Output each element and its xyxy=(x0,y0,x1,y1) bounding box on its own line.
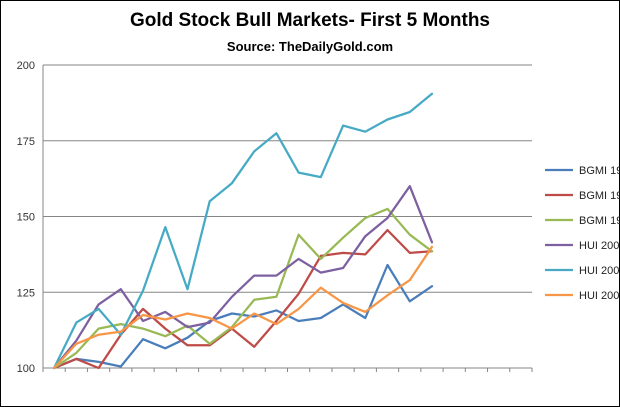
y-tick-label: 150 xyxy=(17,212,35,224)
y-tick-label: 200 xyxy=(17,60,35,72)
chart-subtitle: Source: TheDailyGold.com xyxy=(226,39,394,54)
series-line-hui-2008 xyxy=(52,92,434,370)
legend: BGMI 1960 BGMI 1970 BGMI 1976 HUI 2000 HUI 2… xyxy=(545,165,620,302)
y-axis-ticks: 100 125 150 175 200 xyxy=(17,60,35,375)
series-line-hui-2005 xyxy=(52,245,434,370)
legend-label-bgmi-1976: BGMI 1976 xyxy=(579,215,620,227)
y-tick-label: 175 xyxy=(17,136,35,148)
series-line-bgmi-1970 xyxy=(52,228,434,370)
gridlines xyxy=(43,64,532,293)
y-tick-label: 100 xyxy=(17,363,35,375)
axes xyxy=(42,65,533,372)
legend-label-hui-2008: HUI 2008 xyxy=(579,265,620,277)
series-line-bgmi-1976 xyxy=(52,207,434,370)
series-line-hui-2000 xyxy=(52,185,434,370)
chart-title: Gold Stock Bull Markets- First 5 Months xyxy=(130,10,490,31)
legend-label-hui-2005: HUI 2005 xyxy=(579,290,620,302)
legend-label-hui-2000: HUI 2000 xyxy=(579,240,620,252)
series-lines xyxy=(52,92,434,370)
legend-label-bgmi-1970: BGMI 1970 xyxy=(579,190,620,202)
series-line-bgmi-1960 xyxy=(52,263,434,370)
y-tick-label: 125 xyxy=(17,287,35,299)
legend-label-bgmi-1960: BGMI 1960 xyxy=(579,165,620,177)
